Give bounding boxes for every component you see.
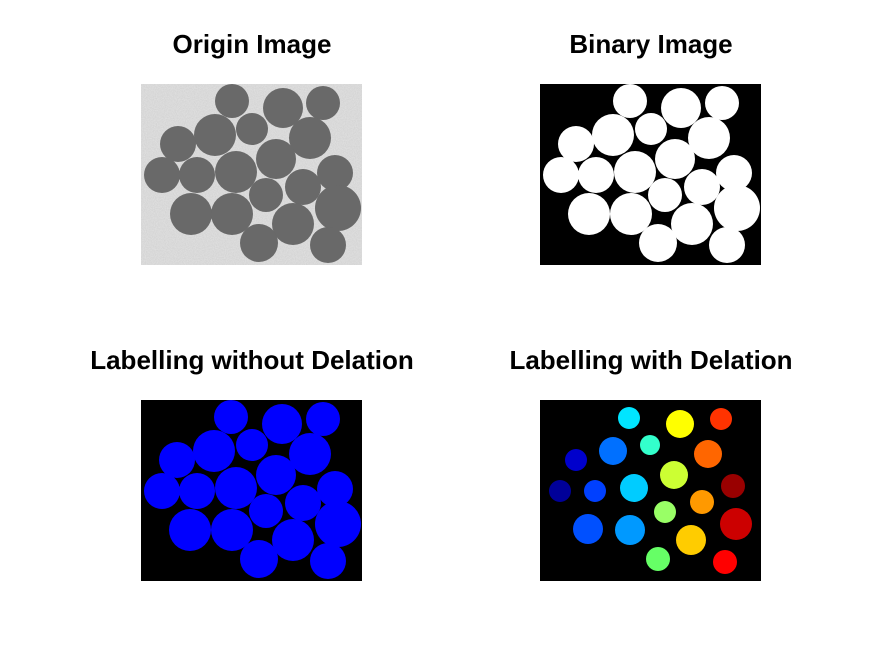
binary-image <box>540 84 761 265</box>
panel-title-origin-image: Origin Image <box>172 29 332 59</box>
panel-title-labelling-without-delation: Labelling without Delation <box>90 345 414 375</box>
labelling-with-delation-image <box>540 400 761 581</box>
labelling-without-delation-image <box>141 400 362 581</box>
panel-title-labelling-with-delation: Labelling with Delation <box>509 345 793 375</box>
origin-image <box>141 84 362 265</box>
panel-title-binary-image: Binary Image <box>569 29 733 59</box>
